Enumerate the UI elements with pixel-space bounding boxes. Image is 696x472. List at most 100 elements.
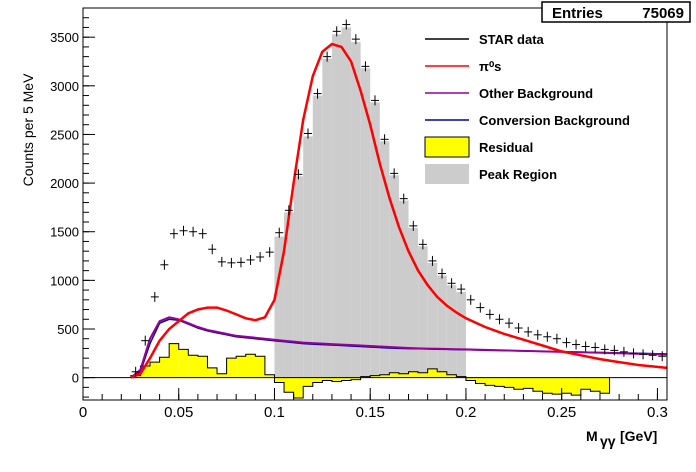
data-point [284, 205, 293, 216]
peak-region-bar [341, 27, 352, 378]
data-point [332, 26, 341, 37]
y-tick-label: 500 [57, 322, 79, 337]
data-point [639, 349, 648, 360]
stats-box: Entries 75069 [541, 1, 691, 23]
residual-histogram [83, 343, 667, 399]
residual-bar [552, 377, 562, 395]
residual-bar [599, 377, 610, 394]
residual-bar [217, 373, 227, 378]
pi0-fit-curve [130, 42, 668, 379]
y-tick-label: 1500 [50, 225, 79, 240]
legend-swatch [424, 136, 470, 158]
data-point [208, 244, 217, 255]
data-point [371, 95, 379, 106]
data-point [629, 348, 638, 359]
plot-frame [82, 7, 668, 401]
legend-label: Peak Region [479, 167, 557, 182]
data-point [217, 256, 226, 267]
axes: 0 0.05 0.1 0.15 0.2 0.25 0.3 0 500 1000 1500 2000 25… [50, 7, 668, 421]
y-tick-label: 0 [72, 371, 79, 386]
residual-bar [169, 343, 179, 378]
legend-label: Residual [479, 140, 533, 155]
residual-bar [408, 371, 419, 378]
residual-bar [236, 356, 246, 378]
data-point [438, 268, 447, 279]
peak-region-fill [274, 27, 466, 378]
x-tick-label: 0.15 [356, 404, 385, 421]
data-point [600, 344, 609, 355]
peak-region-bar [379, 141, 390, 378]
residual-bar [398, 373, 409, 378]
stats-box-frame [541, 1, 691, 23]
peak-region-bar [389, 175, 399, 378]
data-point [141, 335, 150, 346]
legend-label: Conversion Background [479, 113, 630, 128]
peak-region-bar [293, 176, 304, 378]
data-point [313, 88, 322, 99]
peak-region-bar [456, 292, 466, 378]
data-point [380, 134, 389, 145]
x-tick-label: 0.1 [264, 404, 285, 421]
residual-bar [303, 377, 313, 387]
peak-region-bar [274, 236, 285, 378]
residual-bar [379, 374, 390, 378]
data-point [227, 257, 236, 268]
peak-region-bar [303, 136, 313, 378]
residual-bar [465, 377, 476, 381]
residual-bar [389, 372, 399, 378]
data-point [361, 61, 370, 72]
data-point [236, 257, 245, 268]
data-point [189, 226, 198, 237]
residual-bar [571, 377, 581, 396]
data-point [619, 346, 628, 357]
data-point [466, 294, 475, 305]
data-point [552, 333, 561, 344]
x-tick-label: 0.3 [647, 404, 668, 421]
legend: STAR data π⁰s Other Background Conversion B… [424, 32, 630, 184]
residual-bar [494, 377, 505, 387]
residual-bar [178, 349, 189, 378]
y-tick-label: 3000 [50, 79, 79, 94]
residual-bar [580, 377, 591, 390]
data-point [351, 34, 360, 45]
residual-bar [418, 372, 428, 378]
residual-bar [226, 358, 237, 378]
legend-item-conv: Conversion Background [425, 113, 630, 128]
residual-bar [485, 377, 495, 386]
residual-bar [322, 377, 332, 381]
data-point [275, 227, 284, 238]
residual-bar [264, 374, 275, 378]
peak-region-bar [427, 262, 438, 378]
data-point [303, 128, 312, 139]
legend-label: Other Background [479, 86, 593, 101]
data-point [648, 350, 657, 361]
residual-bar [427, 368, 438, 378]
residual-bar [341, 377, 352, 381]
residual-bar [532, 377, 543, 392]
data-point [256, 252, 265, 263]
residual-bar [523, 377, 533, 389]
stats-entries-label: Entries [552, 5, 603, 22]
data-point [562, 337, 571, 348]
data-point [323, 51, 332, 62]
legend-item-pi0: π⁰s [425, 59, 501, 74]
data-point [131, 366, 140, 377]
residual-bar [255, 356, 265, 378]
data-point [543, 331, 552, 342]
residual-bar [446, 374, 457, 378]
x-axis-title-main: M [586, 428, 598, 444]
legend-item-peak: Peak Region [425, 164, 557, 184]
residual-bar [197, 356, 208, 378]
data-point [418, 239, 427, 250]
data-point [447, 278, 456, 289]
residual-bar [561, 377, 572, 394]
x-axis-title: M γγ [GeV] [586, 428, 657, 449]
residual-bar [245, 354, 256, 378]
y-tick-label: 2500 [50, 127, 79, 142]
peak-region-bar [312, 95, 323, 378]
x-tick-label: 0.05 [164, 404, 193, 421]
data-point [514, 323, 523, 334]
peak-region-bar [331, 34, 342, 378]
x-axis-title-subscript: γγ [600, 433, 616, 449]
